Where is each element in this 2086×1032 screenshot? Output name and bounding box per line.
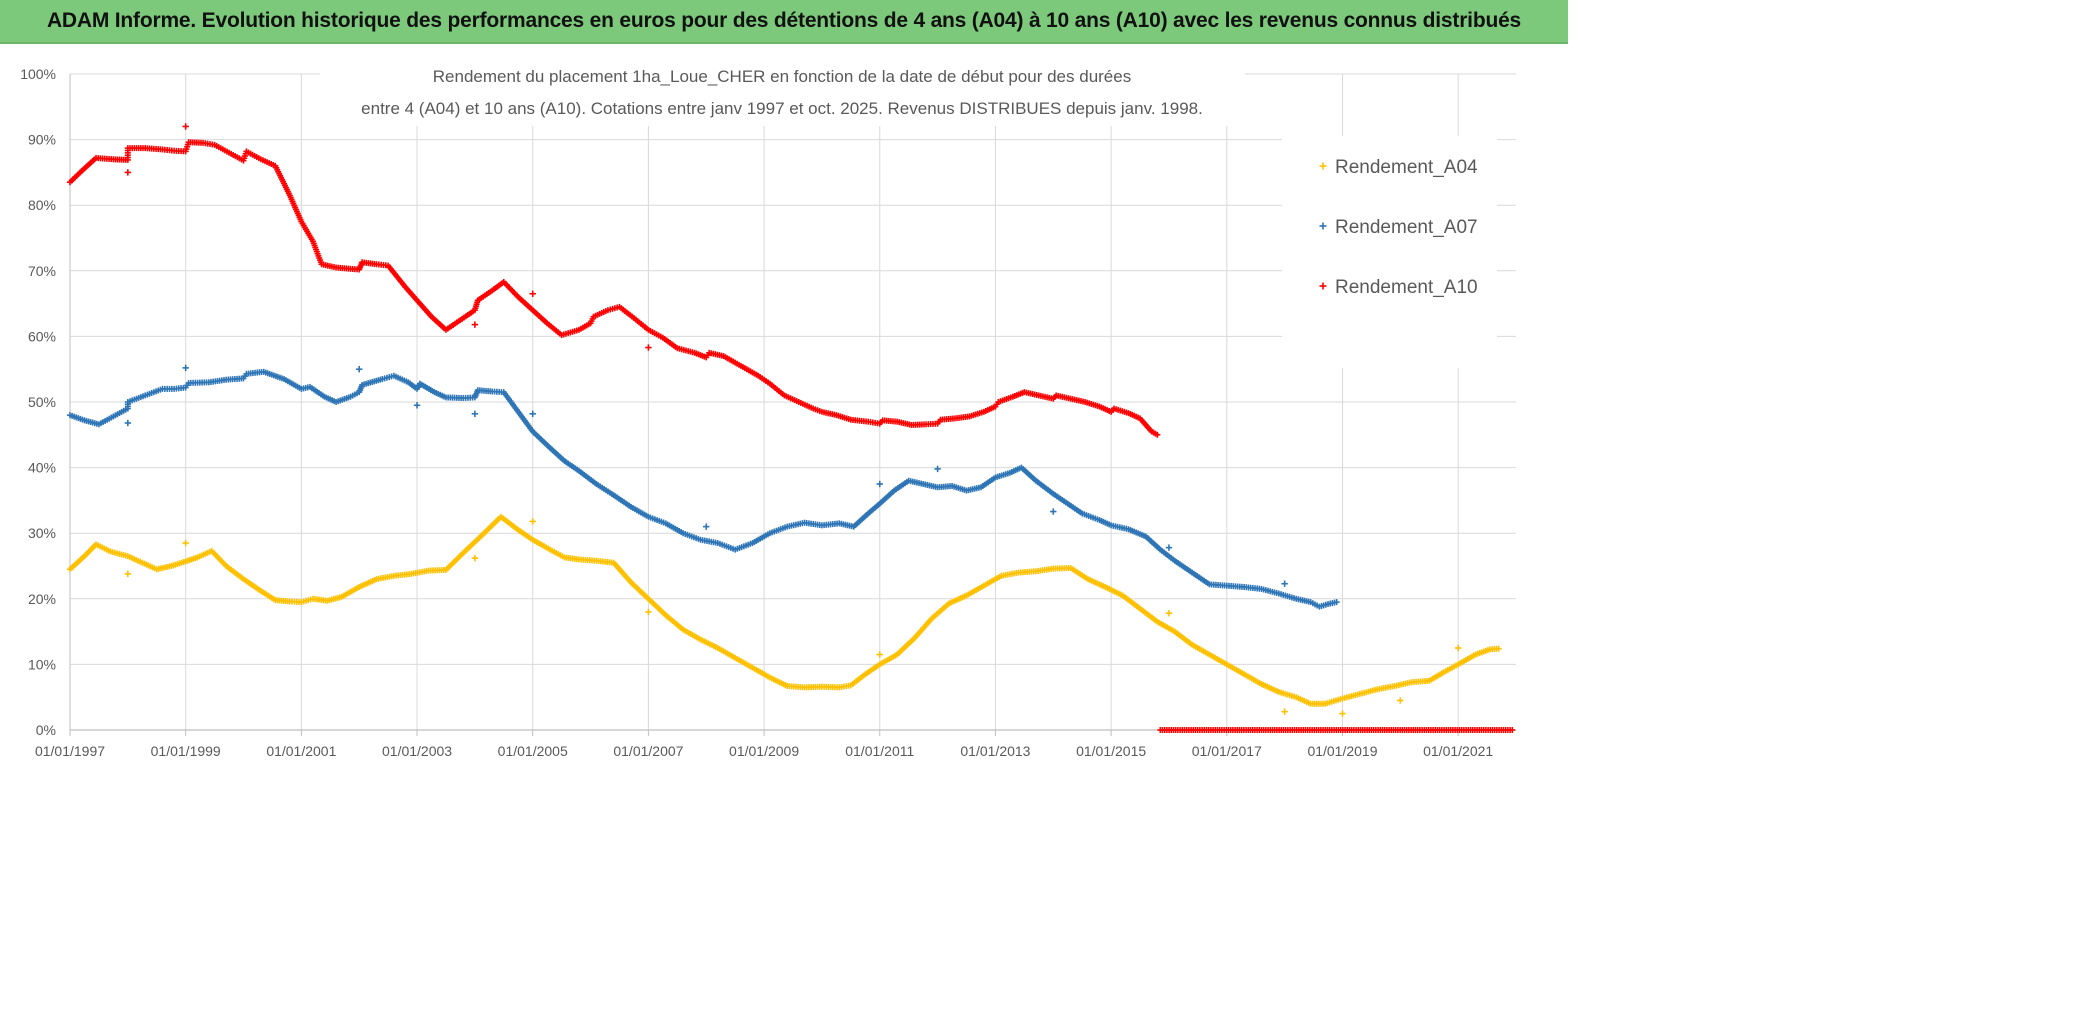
chart-title-line-1: Rendement du placement 1ha_Loue_CHER en … [433, 67, 1131, 86]
data-point [1509, 727, 1516, 733]
legend-label: Rendement_A07 [1335, 217, 1478, 238]
outlier-point [471, 554, 479, 562]
x-tick-label: 01/01/2019 [1307, 743, 1377, 759]
y-tick-label: 100% [20, 66, 56, 82]
outlier-point [1397, 697, 1404, 704]
outlier-point [124, 570, 132, 578]
y-tick-label: 10% [28, 656, 56, 672]
legend-marker [1319, 222, 1327, 230]
y-tick-label: 30% [28, 525, 56, 541]
outlier-point [182, 123, 189, 130]
outlier-point [529, 290, 536, 297]
x-tick-label: 01/01/2017 [1192, 743, 1262, 759]
outlier-point [1281, 580, 1288, 587]
y-tick-label: 90% [28, 132, 56, 148]
y-tick-label: 40% [28, 460, 56, 476]
legend-item: Rendement_A07 [1319, 217, 1478, 238]
outlier-point [182, 364, 189, 372]
chart-title-line-2: entre 4 (A04) et 10 ans (A10). Cotations… [361, 99, 1203, 118]
legend-label: Rendement_A10 [1335, 277, 1478, 298]
legend-background [1282, 136, 1497, 368]
outlier-point [1165, 610, 1173, 617]
outlier-point [1281, 708, 1288, 715]
outlier-point [471, 321, 479, 328]
data-point [1333, 599, 1340, 606]
y-tick-label: 0% [36, 722, 56, 738]
legend-marker [1319, 282, 1327, 290]
x-tick-label: 01/01/2015 [1076, 743, 1146, 759]
series-marks [67, 123, 1516, 733]
outlier-point [876, 480, 883, 488]
legend-item: Rendement_A10 [1319, 277, 1478, 298]
outlier-point [645, 344, 652, 351]
x-tick-label: 01/01/1997 [35, 743, 105, 759]
outlier-point [703, 523, 710, 530]
outlier-point [645, 608, 652, 616]
x-tick-label: 01/01/2011 [845, 743, 914, 759]
axes: 0% 10% 20% 30% 40% 50% 60% 70% 80% 90% 100% 01/01/1… [20, 66, 1516, 759]
outlier-point [413, 402, 421, 409]
chart-area: 0% 10% 20% 30% 40% 50% 60% 70% 80% 90% 100% 01/01/1… [0, 44, 1568, 776]
legend-label: Rendement_A04 [1335, 157, 1478, 178]
y-tick-label: 20% [28, 591, 56, 607]
data-point [1154, 431, 1161, 438]
legend-item: Rendement_A04 [1319, 157, 1478, 178]
outlier-point [934, 465, 941, 473]
outlier-point [529, 410, 536, 418]
x-tick-label: 01/01/2005 [498, 743, 568, 759]
x-tick-label: 01/01/2009 [729, 743, 799, 759]
legend-marker [1319, 162, 1327, 170]
outlier-point [1339, 710, 1346, 717]
legend: Rendement_A04 Rendement_A07 Rendement_A10 [1282, 136, 1497, 368]
outlier-point [182, 539, 189, 547]
outlier-point [876, 651, 883, 658]
scatter-chart: 0% 10% 20% 30% 40% 50% 60% 70% 80% 90% 100% 01/01/1… [20, 58, 1516, 759]
x-tick-label: 01/01/2021 [1423, 743, 1493, 759]
outlier-point [1050, 508, 1057, 515]
outlier-point [471, 410, 479, 418]
series-Rendement_A07 [67, 364, 1340, 610]
x-tick-label: 01/01/2013 [960, 743, 1030, 759]
outlier-point [1454, 644, 1462, 652]
x-tick-label: 01/01/2001 [266, 743, 336, 759]
chart-title-group: Rendement du placement 1ha_Loue_CHER en … [320, 58, 1245, 126]
x-tick-label: 01/01/2003 [382, 743, 452, 759]
y-tick-label: 60% [28, 328, 56, 344]
outlier-point [529, 518, 536, 525]
outlier-point [124, 169, 132, 176]
outlier-point [1165, 544, 1173, 551]
outlier-point [124, 419, 132, 427]
y-tick-label: 50% [28, 394, 56, 410]
chart-window: ADAM Informe. Evolution historique des p… [0, 0, 1568, 776]
y-tick-label: 70% [28, 263, 56, 279]
series-Rendement_A10 [67, 123, 1516, 733]
banner-title: ADAM Informe. Evolution historique des p… [0, 0, 1568, 44]
series-Rendement_A04 [67, 513, 1502, 717]
x-tick-label: 01/01/1999 [151, 743, 221, 759]
x-tick-label: 01/01/2007 [613, 743, 683, 759]
y-tick-label: 80% [28, 197, 56, 213]
chart-title-background [320, 58, 1245, 126]
outlier-point [356, 366, 363, 373]
data-point [1495, 645, 1502, 652]
